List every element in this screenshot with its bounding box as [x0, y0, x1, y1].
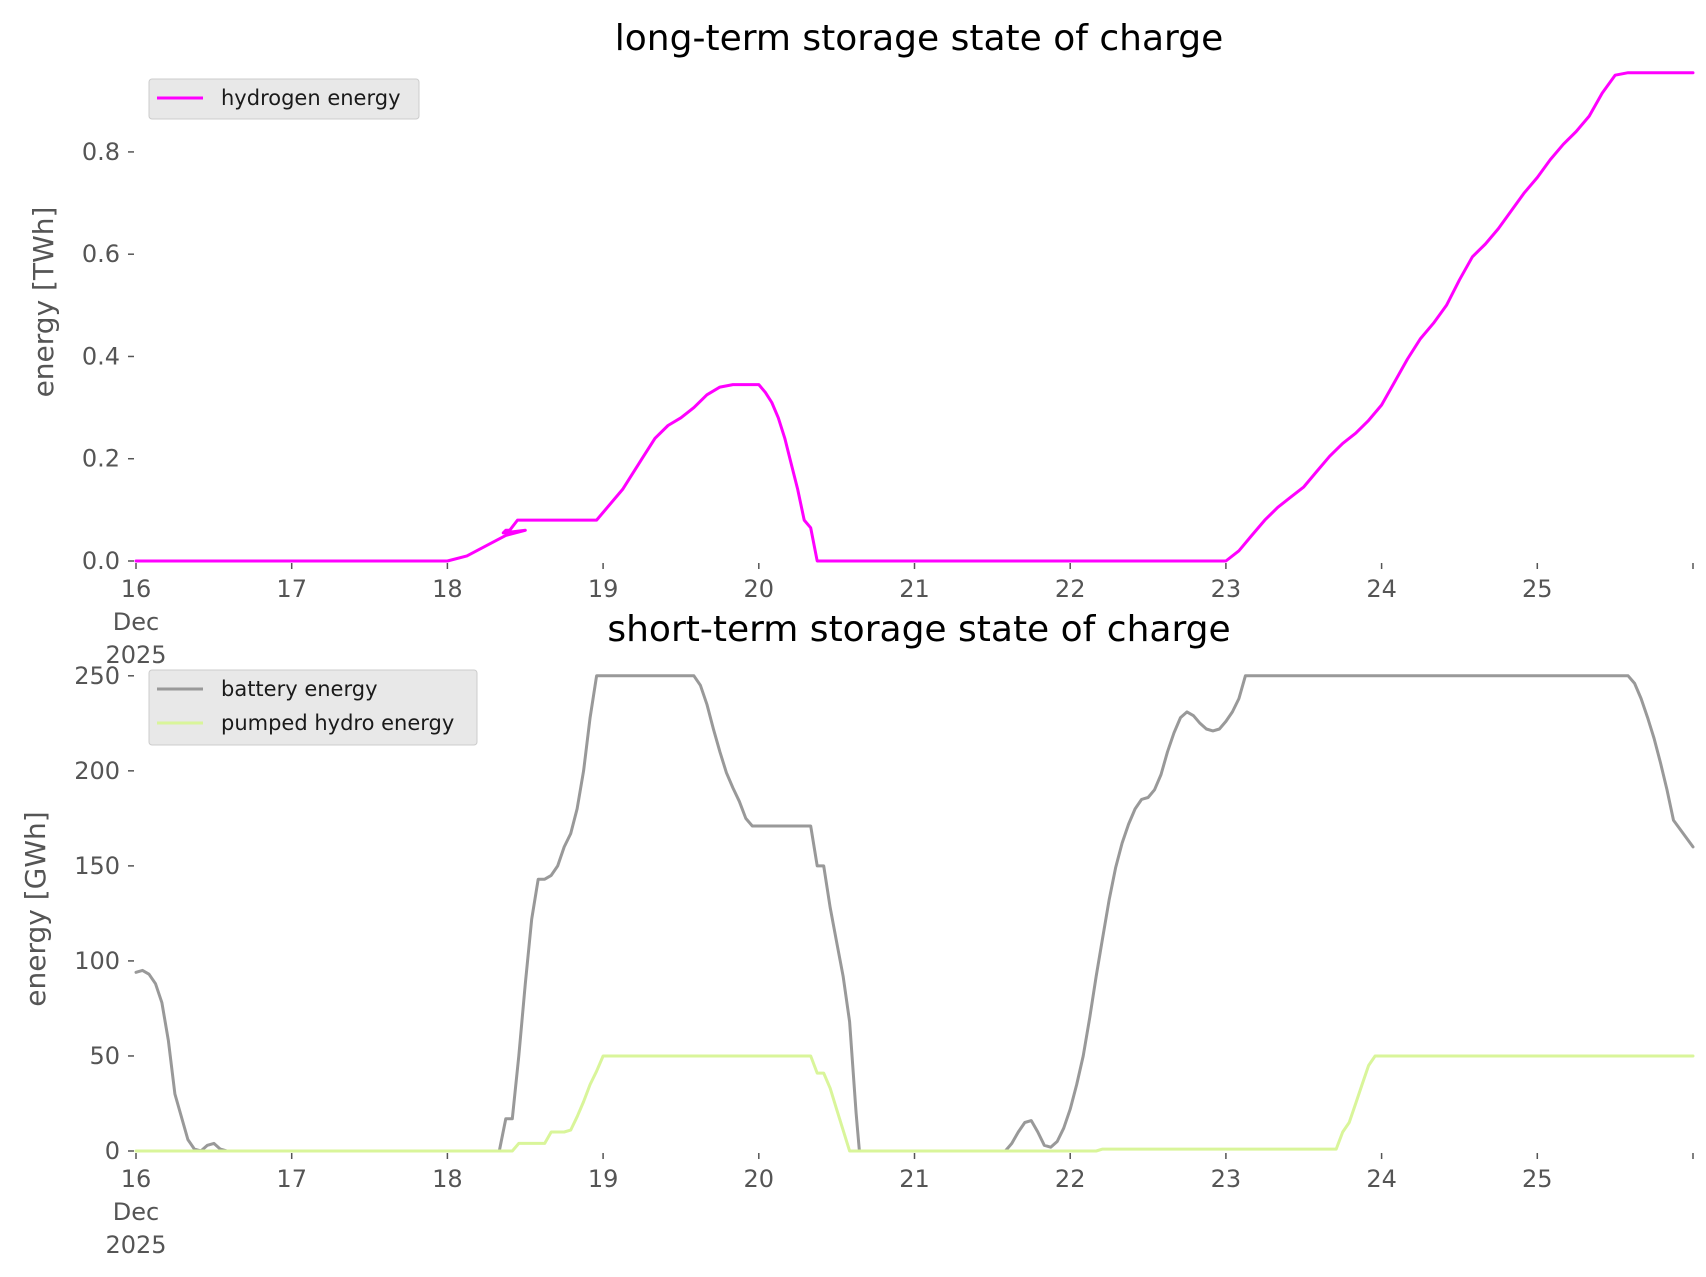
series-lines	[134, 71, 1695, 563]
x-tick-label: 20	[744, 1165, 775, 1193]
y-tick-label: 250	[74, 662, 120, 690]
x-tick-label: Dec	[113, 608, 159, 636]
x-tick-label: 17	[276, 575, 307, 603]
x-tick-label: 22	[1055, 575, 1086, 603]
y-tick-label: 150	[74, 852, 120, 880]
x-tick-label: 25	[1522, 1165, 1553, 1193]
x-tick-label: 16	[121, 1165, 152, 1193]
series-line-pumped-hydro-energy	[134, 1054, 1695, 1153]
chart-title: long-term storage state of charge	[615, 18, 1223, 59]
x-tick-label: 2025	[105, 641, 166, 669]
x-tick-label: 19	[588, 575, 619, 603]
x-tick-label: 24	[1366, 575, 1397, 603]
y-tick-label: 200	[74, 757, 120, 785]
y-tick-label: 0.0	[82, 547, 120, 575]
x-tick-label: 23	[1211, 575, 1242, 603]
x-tick-label: 21	[899, 1165, 930, 1193]
y-tick-label: 100	[74, 947, 120, 975]
legend: battery energy pumped hydro energy	[148, 669, 478, 746]
x-tick-label: 20	[744, 575, 775, 603]
x-tick-label: 16	[121, 575, 152, 603]
x-tick-label: 25	[1522, 575, 1553, 603]
x-tick-label: 17	[276, 1165, 307, 1193]
legend-label: battery energy	[221, 677, 378, 701]
x-tick-label: 24	[1366, 1165, 1397, 1193]
y-tick-label: 0	[105, 1137, 120, 1165]
series-line-battery-energy	[134, 674, 1695, 1153]
x-tick-label: 2025	[105, 1231, 166, 1259]
y-tick-label: 0.8	[82, 138, 120, 166]
chart-title: short-term storage state of charge	[607, 609, 1230, 650]
y-tick-label: 0.4	[82, 342, 120, 370]
series-lines	[134, 674, 1695, 1153]
legend-box	[148, 669, 478, 746]
legend-label: hydrogen energy	[221, 86, 401, 110]
x-tick-label: 18	[432, 1165, 463, 1193]
legend-label: pumped hydro energy	[221, 711, 454, 735]
x-tick-label: 22	[1055, 1165, 1086, 1193]
axis-ticks: 0.0 0.2 0.4 0.6 0.8 16 Dec 2025 17 18 19 20 21 22 23 24…	[82, 138, 1694, 669]
y-tick-label: 0.6	[82, 240, 120, 268]
long-term-storage-panel: long-term storage state of charge energy…	[27, 18, 1695, 669]
legend: hydrogen energy	[148, 78, 420, 120]
y-tick-label: 0.2	[82, 445, 120, 473]
x-tick-label: Dec	[113, 1198, 159, 1226]
x-tick-label: 18	[432, 575, 463, 603]
short-term-storage-panel: short-term storage state of charge energ…	[19, 609, 1695, 1259]
legend-box	[148, 78, 420, 120]
y-axis-label: energy [GWh]	[19, 811, 52, 1006]
x-tick-label: 21	[899, 575, 930, 603]
x-tick-label: 23	[1211, 1165, 1242, 1193]
series-line-hydrogen-energy	[134, 71, 1695, 563]
y-tick-label: 50	[89, 1042, 120, 1070]
y-axis-label: energy [TWh]	[27, 207, 60, 398]
axis-ticks: 0 50 100 150 200 250 16 Dec 2025 17 18 19 20 21 22 23 24…	[74, 662, 1694, 1259]
x-tick-label: 19	[588, 1165, 619, 1193]
